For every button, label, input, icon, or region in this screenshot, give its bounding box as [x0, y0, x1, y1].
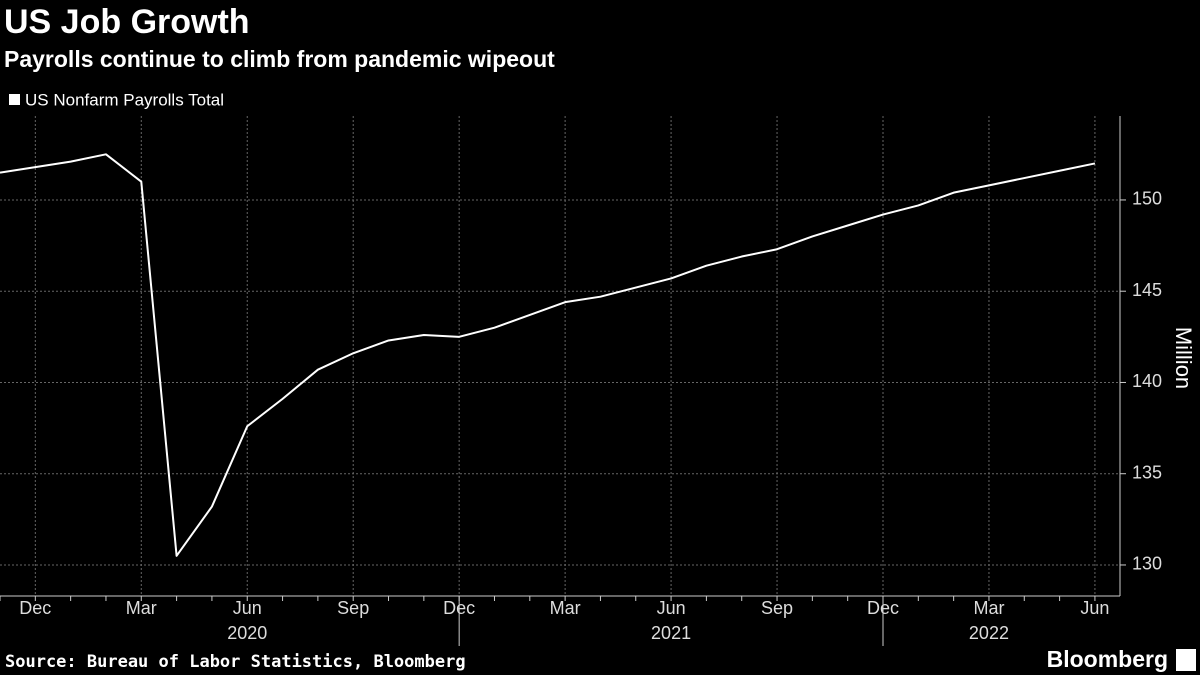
- y-tick-label: 135: [1132, 462, 1162, 482]
- y-axis-label: Million: [1171, 327, 1196, 389]
- line-series: [0, 153, 1096, 557]
- x-year-label: 2020: [227, 623, 267, 643]
- x-tick-label: Jun: [233, 598, 262, 618]
- chart-subtitle: Payrolls continue to climb from pandemic…: [4, 46, 555, 72]
- x-tick-label: Sep: [337, 598, 369, 618]
- x-tick-label: Dec: [19, 598, 51, 618]
- x-tick-label: Mar: [126, 598, 157, 618]
- x-tick-label: Sep: [761, 598, 793, 618]
- logo: Bloomberg: [1047, 646, 1168, 672]
- y-tick-label: 130: [1132, 554, 1162, 574]
- logo-icon: [1176, 649, 1196, 671]
- x-tick-label: Mar: [973, 598, 1004, 618]
- y-tick-label: 145: [1132, 280, 1162, 300]
- x-tick-label: Jun: [1080, 598, 1109, 618]
- x-year-label: 2022: [969, 623, 1009, 643]
- x-tick-label: Mar: [550, 598, 581, 618]
- y-tick-label: 140: [1132, 371, 1162, 391]
- legend-swatch: [9, 94, 20, 105]
- x-tick-label: Jun: [657, 598, 686, 618]
- x-year-label: 2021: [651, 623, 691, 643]
- chart-title: US Job Growth: [4, 3, 250, 41]
- y-tick-label: 150: [1132, 189, 1162, 209]
- legend-label: US Nonfarm Payrolls Total: [25, 90, 224, 109]
- source: Source: Bureau of Labor Statistics, Bloo…: [5, 652, 466, 672]
